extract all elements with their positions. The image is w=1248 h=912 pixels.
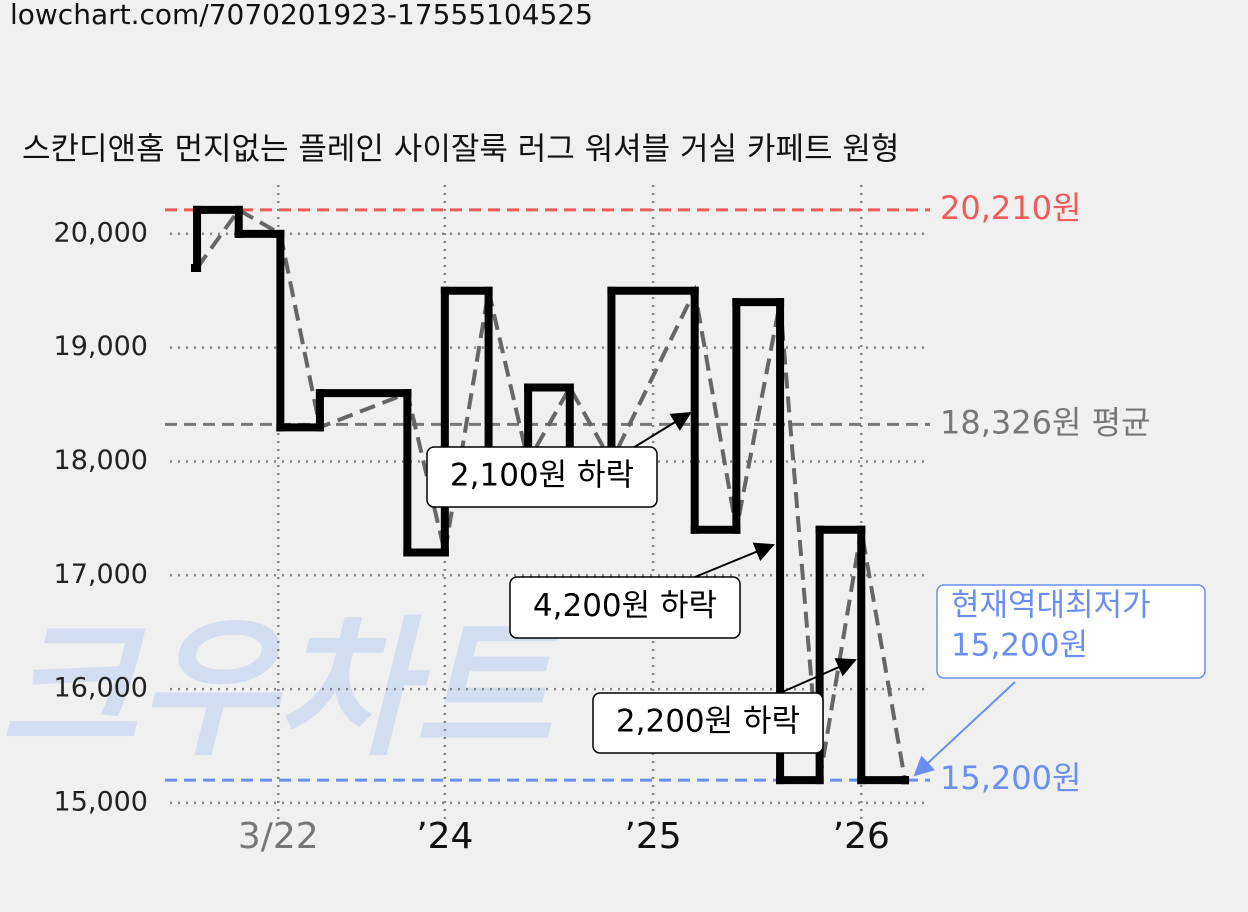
annotation-box bbox=[426, 446, 658, 508]
reference-label: 18,326원 평균 bbox=[940, 403, 1150, 441]
y-tick-label: 17,000 bbox=[54, 559, 148, 590]
x-tick-label: ’24 bbox=[416, 816, 473, 857]
x-tick-label: ’25 bbox=[624, 816, 681, 857]
annotation-text: 4,200원 하락 bbox=[533, 588, 717, 624]
y-tick-label: 20,000 bbox=[54, 217, 148, 248]
annotation-text: 2,100원 하락 bbox=[450, 458, 634, 494]
chart-title: 스칸디앤홈 먼지없는 플레인 사이잘룩 러그 워셔블 거실 카페트 원형 bbox=[22, 132, 899, 168]
reference-label: 20,210원 bbox=[940, 189, 1081, 227]
url: lowchart.com/7070201923-17555104525 bbox=[10, 0, 593, 31]
y-tick-label: 18,000 bbox=[54, 445, 148, 476]
y-tick-label: 19,000 bbox=[54, 331, 148, 362]
annotation-box bbox=[592, 692, 824, 754]
y-tick-label: 16,000 bbox=[54, 673, 148, 704]
annotation-arrow bbox=[779, 658, 857, 694]
trend-line bbox=[195, 207, 907, 781]
annotation-text: 2,200원 하락 bbox=[616, 704, 800, 740]
annotation-text: 15,200원 bbox=[951, 628, 1088, 664]
annotation-arrow bbox=[694, 542, 775, 578]
y-tick-label: 15,000 bbox=[54, 786, 148, 817]
annotation-box bbox=[509, 576, 741, 639]
x-tick-label: ’26 bbox=[833, 816, 890, 857]
annotation-arrow bbox=[913, 681, 1016, 777]
annotation-text: 현재역대최저가 bbox=[951, 588, 1151, 624]
reference-label: 15,200원 bbox=[940, 759, 1081, 797]
x-tick-label: 3/22 bbox=[238, 816, 319, 857]
annotation-box bbox=[936, 584, 1206, 679]
